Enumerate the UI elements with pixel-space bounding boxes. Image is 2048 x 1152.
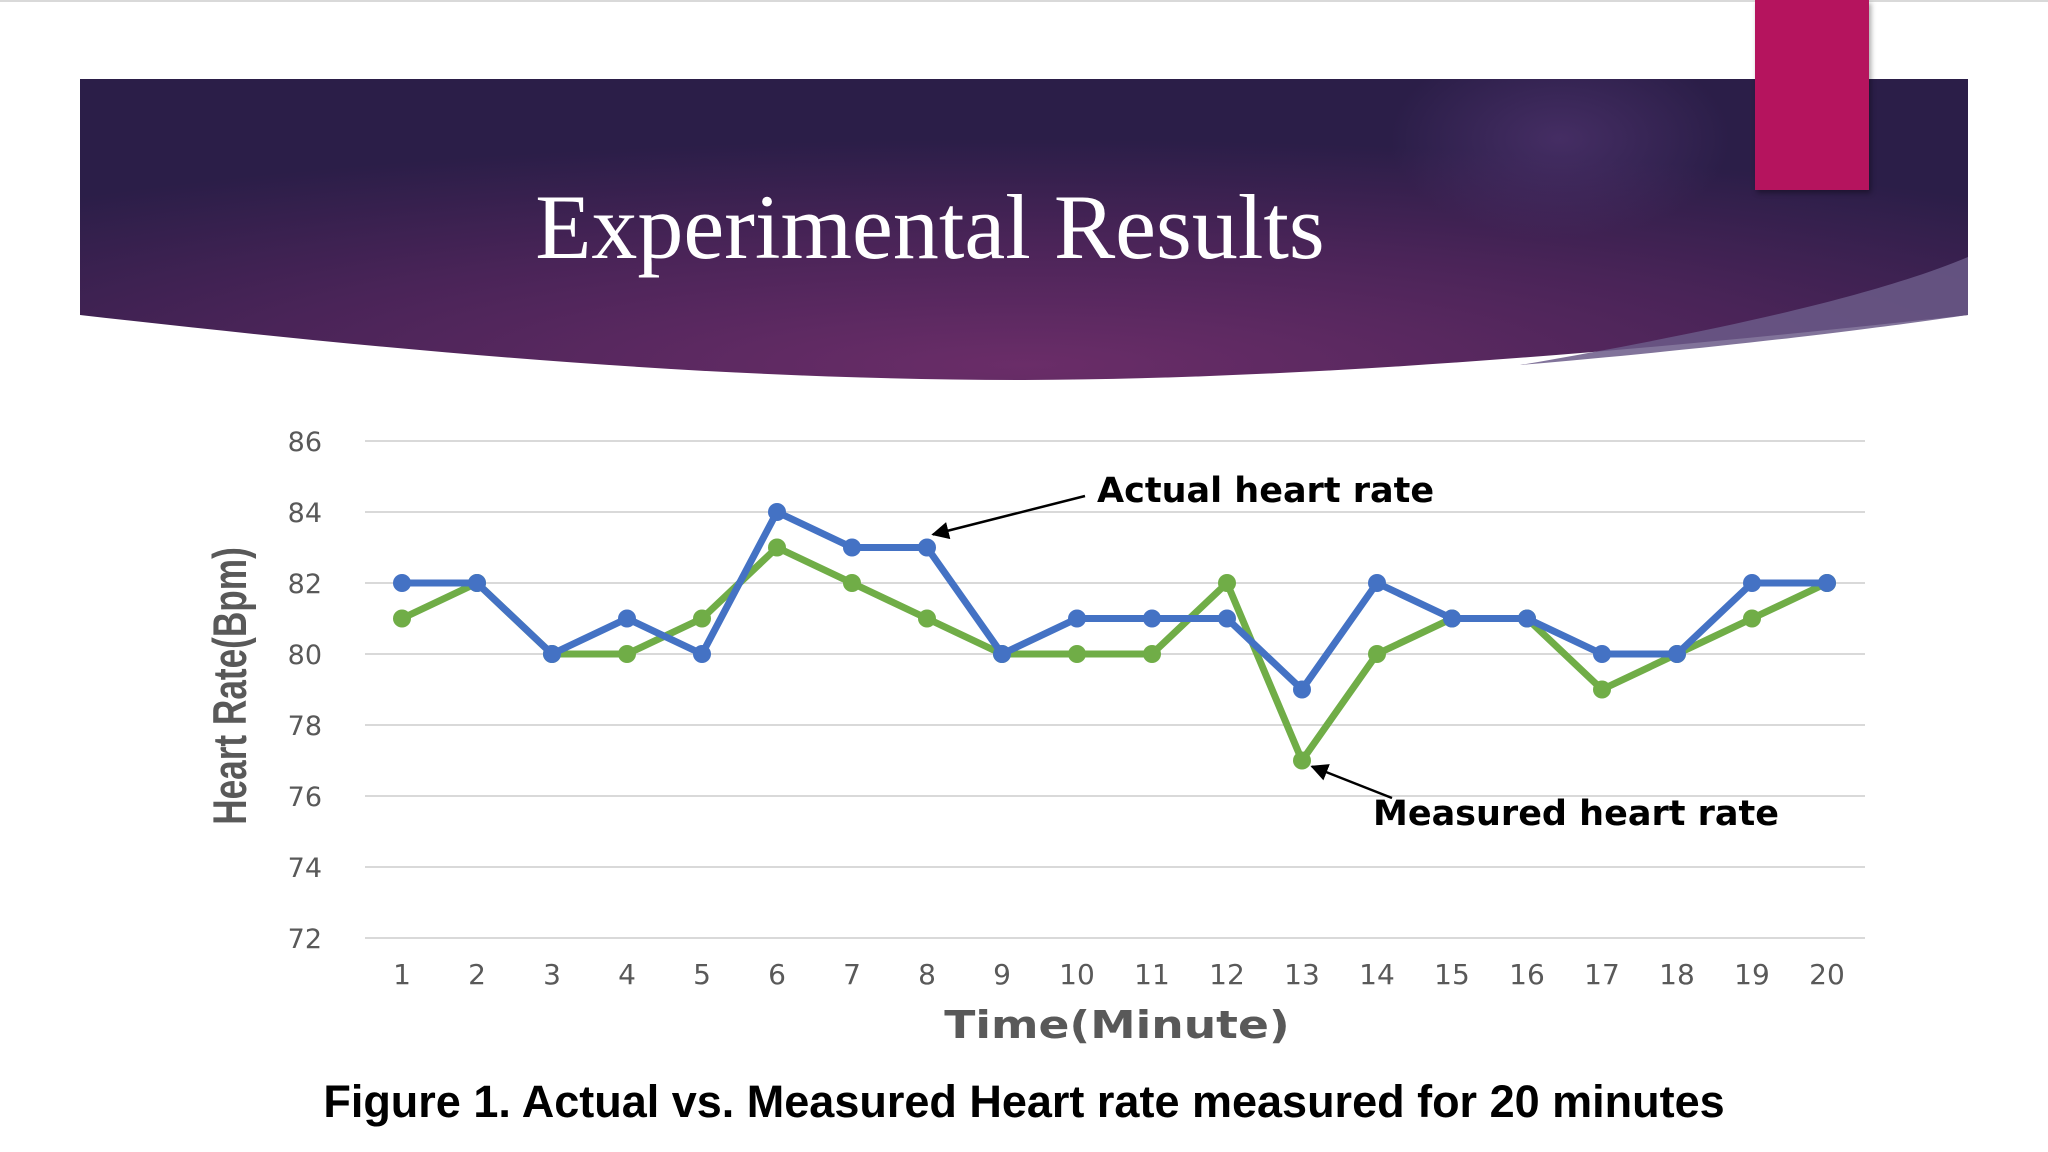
measured-annotation-arrow — [1310, 764, 1393, 800]
measured-point — [618, 645, 636, 663]
x-tick-label: 3 — [543, 958, 561, 991]
measured-point — [1068, 645, 1086, 663]
top-border-line — [0, 0, 2048, 2]
actual-point — [693, 645, 711, 663]
x-tick-label: 19 — [1734, 958, 1770, 991]
actual-point — [1593, 645, 1611, 663]
actual-point — [993, 645, 1011, 663]
x-tick-label: 12 — [1209, 958, 1245, 991]
x-tick-label: 20 — [1809, 958, 1845, 991]
actual-point — [1818, 574, 1836, 592]
measured-point — [1293, 751, 1311, 770]
x-tick-label: 10 — [1059, 958, 1095, 991]
x-tick-label: 9 — [993, 958, 1011, 991]
y-axis-label: Heart Rate(Bpm) — [203, 547, 256, 825]
x-tick-label: 8 — [918, 958, 936, 991]
actual-point — [1443, 609, 1461, 628]
actual-point — [468, 574, 486, 592]
y-tick-label: 86 — [288, 427, 322, 458]
title-banner — [80, 79, 1968, 381]
x-tick-label: 14 — [1359, 958, 1395, 991]
actual-point — [1668, 645, 1686, 663]
x-tick-label: 16 — [1509, 958, 1545, 991]
x-tick-label: 18 — [1659, 958, 1695, 991]
actual-point — [1293, 680, 1311, 699]
actual-point — [1518, 609, 1536, 628]
y-tick-label: 82 — [288, 569, 322, 600]
actual-annotation-arrow — [931, 494, 1086, 540]
measured-point — [843, 574, 861, 592]
actual-point — [1743, 574, 1761, 592]
x-tick-label: 7 — [843, 958, 861, 991]
actual-point — [1143, 609, 1161, 628]
x-tick-label: 4 — [618, 958, 636, 991]
y-tick-label: 80 — [288, 640, 322, 671]
annotations: Actual heart rate Measured heart rate — [931, 471, 1779, 834]
x-tick-label: 13 — [1284, 958, 1320, 991]
x-tick-labels: 1 2 3 4 5 6 7 8 9 10 11 12 13 14 15 16 17 18 19 20 — [393, 958, 1845, 991]
x-tick-label: 15 — [1434, 958, 1470, 991]
measured-point — [693, 609, 711, 628]
x-tick-label: 5 — [693, 958, 711, 991]
y-tick-label: 84 — [288, 498, 322, 529]
actual-point — [768, 503, 786, 521]
actual-point — [543, 645, 561, 663]
accent-tab — [1755, 0, 1869, 190]
measured-annotation-label: Measured heart rate — [1373, 794, 1779, 834]
actual-point — [1218, 609, 1236, 628]
measured-series-line — [398, 544, 1831, 764]
y-tick-label: 72 — [288, 924, 322, 955]
actual-point — [1368, 574, 1386, 592]
measured-point — [1368, 645, 1386, 663]
measured-point — [1743, 609, 1761, 628]
actual-point — [393, 574, 411, 592]
series-lines — [393, 503, 1836, 770]
actual-annotation-label: Actual heart rate — [1097, 471, 1434, 511]
figure-caption: Figure 1. Actual vs. Measured Heart rate… — [323, 1076, 1725, 1127]
x-axis-label: Time(Minute) — [944, 1003, 1290, 1047]
actual-point — [618, 609, 636, 628]
actual-point — [843, 538, 861, 557]
y-tick-labels: 72 74 76 78 80 82 84 86 — [288, 427, 322, 955]
measured-point — [768, 538, 786, 557]
x-tick-label: 6 — [768, 958, 786, 991]
y-tick-label: 74 — [288, 853, 322, 884]
measured-point — [1218, 574, 1236, 592]
measured-point — [1143, 645, 1161, 663]
x-tick-label: 2 — [468, 958, 486, 991]
x-tick-label: 11 — [1134, 958, 1170, 991]
measured-point — [1593, 680, 1611, 699]
x-tick-label: 1 — [393, 958, 411, 991]
grid-lines — [365, 440, 1865, 939]
y-tick-label: 78 — [288, 711, 322, 742]
measured-point — [918, 609, 936, 628]
actual-series-line — [398, 508, 1831, 693]
x-tick-label: 17 — [1584, 958, 1620, 991]
actual-point — [1068, 609, 1086, 628]
y-tick-label: 76 — [288, 782, 322, 813]
actual-point — [918, 538, 936, 557]
slide-title: Experimental Results — [535, 176, 1325, 278]
measured-point — [393, 609, 411, 628]
